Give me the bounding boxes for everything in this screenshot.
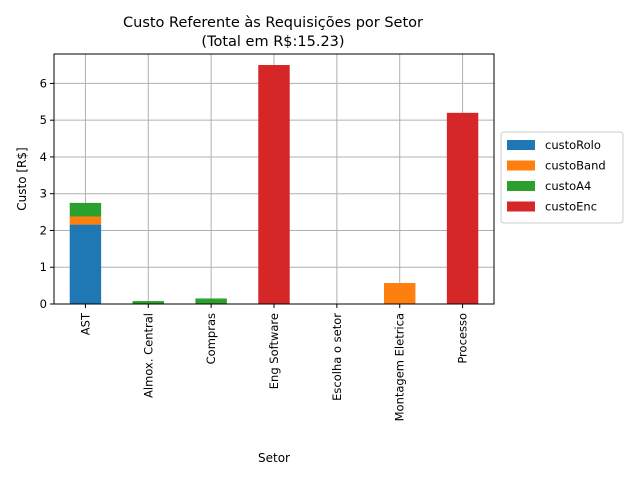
- legend-label-custoRolo: custoRolo: [545, 138, 601, 152]
- y-tick-label: 4: [40, 150, 47, 164]
- x-axis-label: Setor: [258, 451, 290, 465]
- bar-custoBand: [69, 216, 102, 225]
- legend-swatch-custoEnc: [507, 201, 535, 212]
- legend: custoRolo custoBand custoA4 custoEnc: [500, 131, 624, 224]
- y-tick-label: 0: [40, 297, 47, 311]
- y-tick-label: 5: [40, 113, 47, 127]
- y-tick-label: 3: [40, 187, 47, 201]
- y-tick-label: 1: [40, 260, 47, 274]
- x-tick-label: Compras: [204, 313, 218, 364]
- bars: [69, 65, 479, 304]
- bar-custoRolo: [69, 224, 102, 304]
- y-tick-label: 6: [40, 76, 47, 90]
- x-tick-label: Eng Software: [267, 313, 281, 389]
- x-tick-label: Almox. Central: [141, 313, 155, 398]
- bar-custoEnc: [446, 112, 479, 304]
- bar-custoBand: [384, 283, 416, 304]
- y-axis-label: Custo [R$]: [15, 147, 29, 210]
- chart-subtitle: (Total em R$:15.23): [201, 34, 344, 50]
- legend-swatch-custoRolo: [507, 140, 535, 150]
- bar-custoA4: [132, 301, 164, 304]
- legend-swatch-custoA4: [507, 181, 535, 191]
- x-tick-label: AST: [78, 312, 92, 335]
- bar-custoA4: [195, 298, 227, 304]
- x-tick-label: Processo: [456, 313, 470, 364]
- bar-custoA4: [69, 202, 102, 217]
- chart-title: Custo Referente às Requisições por Setor: [123, 15, 423, 31]
- y-tick-label: 2: [40, 223, 47, 237]
- legend-swatch-custoBand: [507, 160, 535, 171]
- x-axis: AST Almox. Central Compras Eng Software Esco…: [78, 304, 470, 421]
- legend-frame: [500, 131, 624, 224]
- x-tick-label: Montagem Eletrica: [393, 313, 407, 421]
- legend-label-custoA4: custoA4: [545, 179, 591, 193]
- legend-label-custoEnc: custoEnc: [545, 200, 597, 214]
- legend-label-custoBand: custoBand: [545, 159, 606, 173]
- x-tick-label: Escolha o setor: [330, 313, 344, 401]
- y-axis: 0 1 2 3 4 5 6: [40, 76, 54, 311]
- bar-custoEnc: [258, 65, 290, 304]
